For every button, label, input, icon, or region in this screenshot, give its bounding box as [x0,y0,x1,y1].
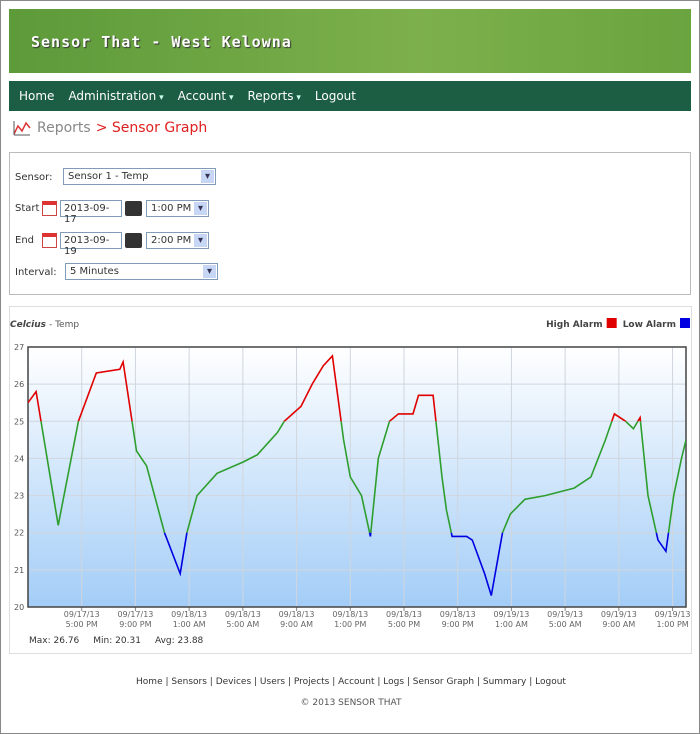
clock-icon[interactable] [125,233,142,248]
y-tick-label: 27 [14,343,24,352]
footer-link[interactable]: Sensor Graph [404,677,474,687]
stat-label: Avg: [154,636,175,646]
chart-title: - Temp [49,320,79,330]
footer-link[interactable]: Logs [374,677,404,687]
y-tick-label: 23 [14,492,24,501]
label: Interval: [15,267,57,278]
filter-form: Sensor: Sensor 1 - Temp Start 2013-09-17… [9,152,691,295]
y-tick-label: 24 [14,454,24,463]
y-tick-label: 22 [14,529,24,538]
footer-links: HomeSensorsDevicesUsersProjectsAccountLo… [1,677,699,687]
legend-label: Low Alarm [623,320,676,330]
breadcrumb: Reports > Sensor Graph [13,120,207,136]
y-tick-label: 21 [14,566,24,575]
footer-link[interactable]: Logout [526,677,566,687]
sensor-select[interactable]: Sensor 1 - Temp [63,168,216,185]
y-unit: Celcius [10,320,47,330]
legend-swatch [680,318,690,328]
site-title: Sensor That - West Kelowna [31,33,292,51]
label: End [15,235,35,246]
nav-bar: Home Administration Account Reports Logo… [9,81,691,111]
label: Sensor: [15,172,53,183]
copyright: © 2013 SENSOR THAT [300,698,402,708]
x-tick-label: 09/19/13 1:00 AM [493,610,530,629]
x-tick-label: 09/19/13 1:00 PM [654,610,691,629]
banner: Sensor That - West Kelowna [9,9,691,73]
chart: Celcius - Temp Low Alarm High Alarm 20 21 22… [10,318,690,612]
y-tick-label: 20 [14,603,24,612]
x-tick-label: 09/18/13 5:00 PM [386,610,422,629]
nav-item[interactable]: Logout [314,89,356,103]
x-tick-label: 09/18/13 5:00 AM [224,610,261,629]
stat-value: 20.31 [115,636,141,646]
interval-select[interactable]: 5 Minutes [65,263,218,280]
nav-item[interactable]: Reports [247,89,300,103]
x-tick-label: 09/18/13 1:00 PM [332,610,369,629]
stat-value: 23.88 [177,636,204,646]
y-tick-label: 26 [14,380,24,389]
legend-label: High Alarm [546,320,603,330]
stat-label: Min: [93,636,113,646]
nav-item[interactable]: Administration [68,89,163,103]
breadcrumb-current: > Sensor Graph [95,120,208,136]
graph-icon [13,121,31,136]
stat: Max: 26.76 [29,636,79,646]
footer-link[interactable]: Projects [285,677,329,687]
x-tick-label: 09/17/13 5:00 PM [63,610,100,629]
stat: Min: 20.31 [93,636,141,646]
footer-link[interactable]: Home [136,677,163,687]
plot-border [27,346,687,608]
chart-panel: Celcius - Temp Low Alarm High Alarm 20 21 22… [9,306,692,654]
calendar-icon[interactable] [42,201,57,216]
data-line [28,354,642,422]
x-tick-label: 09/18/13 1:00 AM [171,610,208,629]
footer-link[interactable]: Summary [474,677,526,687]
plot-area [28,347,686,607]
end-time[interactable]: 2:00 PM [146,232,209,249]
stats: Max: 26.76 Min: 20.31 Avg: 23.88 [29,636,217,646]
x-tick-label: 09/18/13 9:00 PM [439,610,476,629]
footer-link[interactable]: Account [329,677,374,687]
x-tick-label: 09/18/13 9:00 AM [278,610,315,629]
footer-link[interactable]: Devices [207,677,251,687]
end-date[interactable]: 2013-09-19 [60,232,122,257]
nav-item[interactable]: Account [178,89,234,103]
stat-label: Max: [29,636,51,646]
label: Start [15,203,40,214]
y-tick-label: 25 [14,417,24,426]
footer-link[interactable]: Users [251,677,285,687]
start-time[interactable]: 1:00 PM [146,200,209,217]
footer-link[interactable]: Sensors [163,677,207,687]
start-date[interactable]: 2013-09-17 [60,200,122,225]
stat-value: 26.76 [53,636,80,646]
data-line [163,532,670,596]
breadcrumb-link[interactable]: Reports [37,120,91,136]
clock-icon[interactable] [125,201,142,216]
x-tick-label: 09/17/13 9:00 PM [117,610,154,629]
x-tick-label: 09/19/13 9:00 AM [600,610,637,629]
stat: Avg: 23.88 [155,636,203,646]
calendar-icon[interactable] [42,233,57,248]
legend-swatch [606,318,617,328]
nav-item[interactable]: Home [19,89,55,103]
x-tick-label: 09/19/13 5:00 AM [547,610,584,629]
